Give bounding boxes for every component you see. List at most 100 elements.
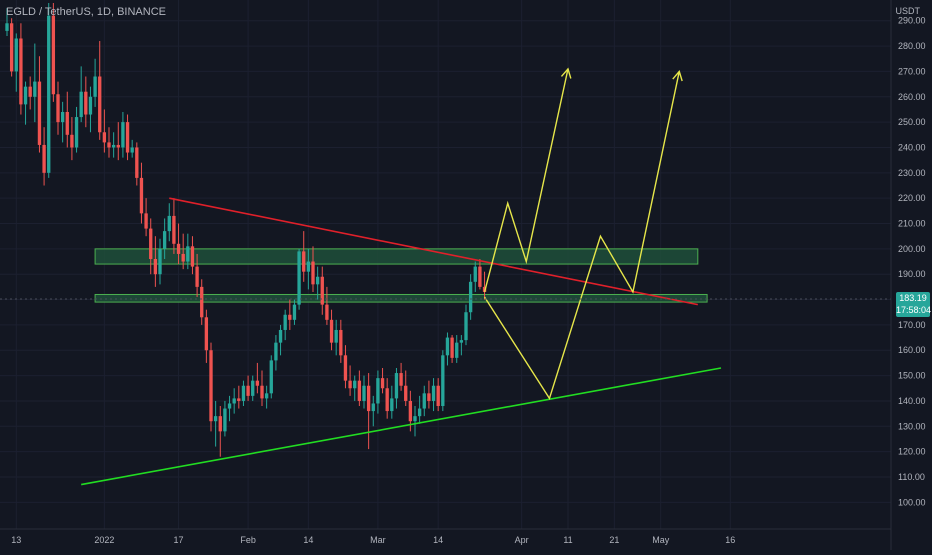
candle-body: [315, 276, 320, 285]
projections: [483, 67, 683, 401]
candle-body: [292, 304, 297, 320]
candle-body: [278, 329, 283, 343]
price-tick-label: 100.00: [898, 497, 926, 507]
price-tick-label: 220.00: [898, 193, 926, 203]
candle-up: [455, 335, 459, 363]
candle-up: [431, 378, 436, 412]
zones: [94, 248, 708, 303]
candle-up: [232, 388, 236, 414]
candle-body: [464, 312, 468, 341]
price-tick-label: 240.00: [898, 142, 926, 152]
candle-up: [186, 233, 190, 270]
candle-up: [5, 8, 9, 36]
candle-down: [84, 76, 88, 128]
candle-body: [5, 23, 9, 31]
candle-down: [302, 231, 306, 282]
symbol-exchange: BINANCE: [117, 6, 166, 18]
candle-up: [371, 395, 375, 427]
candle-down: [478, 259, 482, 290]
candle-down: [339, 319, 343, 363]
price-axis[interactable]: 100.00 110.00 120.00 130.00 140.00 150.00 160.…: [898, 16, 926, 508]
candle-body: [241, 385, 246, 401]
symbol-name: EGLD / TetherUS: [6, 6, 91, 18]
candle-body: [366, 385, 371, 412]
time-tick-label: Feb: [240, 535, 256, 545]
candle-down: [237, 385, 241, 409]
candle-down: [325, 286, 329, 325]
candle-body: [306, 261, 311, 272]
candle-up: [33, 43, 37, 123]
candle-body: [376, 378, 380, 404]
candle-down: [190, 236, 195, 275]
candle-body: [227, 403, 232, 409]
candle-up: [306, 248, 311, 290]
candle-body: [329, 319, 334, 343]
candle-body: [455, 342, 459, 358]
candle-body: [436, 385, 440, 407]
time-tick-label: 11: [563, 535, 572, 545]
candle-body: [121, 122, 125, 148]
candle-body: [320, 276, 324, 305]
candle-body: [93, 76, 97, 97]
candle-body: [357, 380, 362, 401]
symbol-header[interactable]: EGLD / TetherUS, 1D, BINANCE: [6, 6, 166, 18]
price-tick-label: 130.00: [898, 421, 926, 431]
time-tick-label: Mar: [370, 535, 386, 545]
candle-body: [353, 380, 357, 389]
candle-down: [37, 56, 42, 153]
candle-up: [79, 66, 83, 123]
candle-body: [417, 408, 422, 417]
candle-body: [478, 266, 482, 287]
candle-down: [357, 370, 362, 407]
candle-up: [158, 238, 162, 285]
candle-down: [56, 81, 60, 135]
candle-down: [116, 122, 120, 161]
candle-up: [14, 33, 18, 92]
candle-up: [241, 380, 246, 407]
symbol-interval: 1D: [96, 6, 111, 18]
candle-down: [70, 117, 74, 161]
price-tick-label: 140.00: [898, 396, 926, 406]
bullish-projection-path: [483, 68, 569, 293]
candle-body: [153, 259, 158, 275]
candle-down: [246, 375, 250, 401]
candle-body: [14, 38, 18, 72]
candle-body: [459, 340, 464, 343]
candle-body: [144, 213, 148, 229]
candle-body: [311, 261, 315, 285]
candle-body: [232, 398, 236, 404]
candle-body: [186, 246, 190, 262]
price-tick-label: 120.00: [898, 447, 926, 457]
candle-body: [139, 177, 144, 214]
candle-up: [47, 3, 51, 178]
candle-down: [153, 236, 158, 287]
candle-body: [394, 373, 399, 399]
candle-up: [422, 385, 426, 417]
candle-body: [288, 314, 292, 320]
price-axis-currency: USDT: [895, 6, 921, 16]
candle-up: [251, 375, 255, 401]
time-tick-label: 14: [303, 535, 313, 545]
candle-body: [237, 398, 241, 401]
candle-body: [107, 142, 111, 148]
candle-body: [28, 86, 32, 97]
candle-body: [60, 111, 65, 123]
candle-body: [325, 304, 329, 320]
upper-zone: [94, 248, 699, 265]
candle-down: [450, 335, 454, 363]
candle-down: [436, 378, 440, 412]
candle-down: [218, 406, 222, 457]
candle-down: [204, 309, 209, 363]
time-axis[interactable]: 13 2022 17 Feb 14 Mar 14 Apr 11 21 May 16: [11, 535, 735, 545]
candle-body: [162, 231, 167, 249]
candle-up: [417, 395, 422, 424]
candle-body: [158, 248, 162, 275]
candle-down: [65, 91, 69, 148]
candle-up: [297, 248, 301, 310]
candle-down: [311, 246, 315, 292]
candle-down: [260, 370, 264, 407]
time-tick-label: May: [652, 535, 670, 545]
candle-down: [9, 18, 14, 77]
